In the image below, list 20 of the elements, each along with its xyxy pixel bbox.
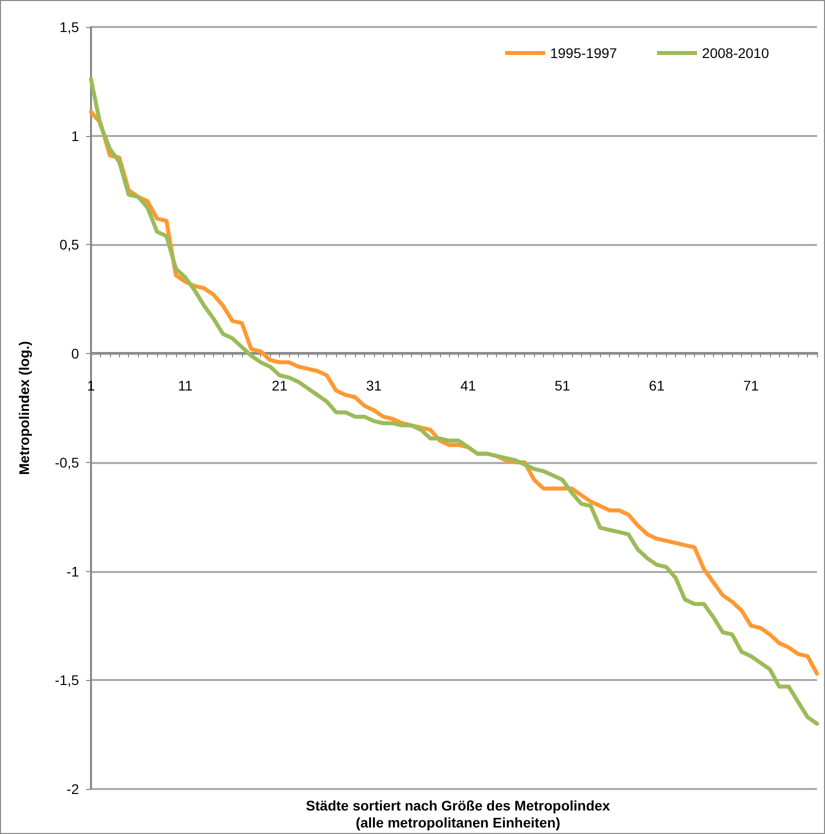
y-tick-label: 1,5 (60, 19, 80, 35)
x-tick-label: 21 (272, 377, 288, 394)
x-tick-label: 11 (178, 377, 193, 394)
y-tick-label: 0 (71, 346, 80, 362)
y-tick-label: 1 (71, 128, 80, 144)
x-axis-title: Städte sortiert nach Größe des Metropolindex (alle metropolitanen Einheiten) (306, 798, 610, 830)
x-tick-label: 71 (743, 377, 759, 394)
y-tick-label: -2 (66, 781, 80, 797)
x-tick-label: 61 (648, 377, 665, 394)
y-tick-label: -0,5 (54, 454, 80, 470)
y-tick-label: 0,5 (60, 236, 80, 253)
x-tick-label: 51 (554, 377, 570, 394)
y-axis-title: Metropolindex (log.) (16, 341, 32, 475)
x-tick-label: 31 (366, 377, 382, 394)
y-tick-label: -1 (66, 563, 80, 580)
legend-label: 2008-2010 (702, 45, 770, 61)
legend-label: 1995-1997 (550, 45, 618, 61)
y-tick-label: -1,5 (54, 672, 80, 688)
x-tick-label: 41 (460, 377, 476, 394)
x-tick-label: 1 (87, 377, 96, 394)
